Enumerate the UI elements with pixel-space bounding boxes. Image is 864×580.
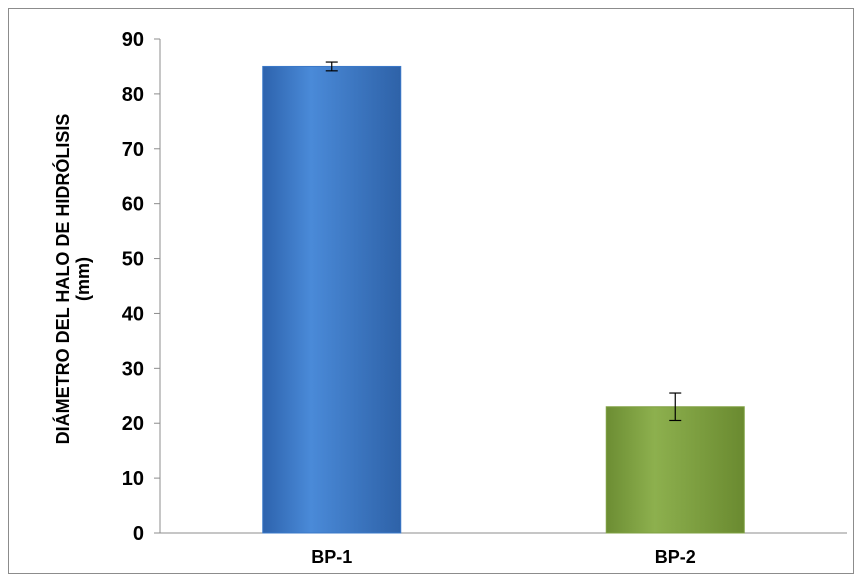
y-axis-title-line1: DIÁMETRO DEL HALO DE HIDRÓLISIS <box>52 114 73 445</box>
y-tick-label: 80 <box>122 84 144 106</box>
chart-frame: DIÁMETRO DEL HALO DE HIDRÓLISIS (mm) 0 10… <box>8 8 854 574</box>
y-tick-label: 10 <box>122 468 144 490</box>
error-bar <box>325 61 338 72</box>
y-tick-label: 20 <box>122 413 144 435</box>
x-category-label: BP-2 <box>655 547 696 567</box>
y-axis-title: DIÁMETRO DEL HALO DE HIDRÓLISIS (mm) <box>52 114 93 445</box>
y-tick-label: 40 <box>122 303 144 325</box>
bar-bp-1 <box>262 65 402 534</box>
bar-bp-2 <box>605 406 745 534</box>
bars <box>262 61 745 534</box>
y-axis-title-line2: (mm) <box>73 257 93 301</box>
error-bar <box>669 392 682 422</box>
y-tick-label: 30 <box>122 358 144 380</box>
bar-chart: DIÁMETRO DEL HALO DE HIDRÓLISIS (mm) 0 10… <box>52 29 847 567</box>
y-tick-label: 70 <box>122 139 144 161</box>
y-tick-label: 60 <box>122 194 144 216</box>
y-tick-label: 0 <box>133 523 144 545</box>
x-category-label: BP-1 <box>311 547 352 567</box>
y-axis-ticks: 0 10 20 30 40 50 60 70 80 90 <box>122 29 160 545</box>
x-axis-labels: BP-1 BP-2 <box>311 547 696 567</box>
y-tick-label: 90 <box>122 29 144 51</box>
y-tick-label: 50 <box>122 249 144 271</box>
